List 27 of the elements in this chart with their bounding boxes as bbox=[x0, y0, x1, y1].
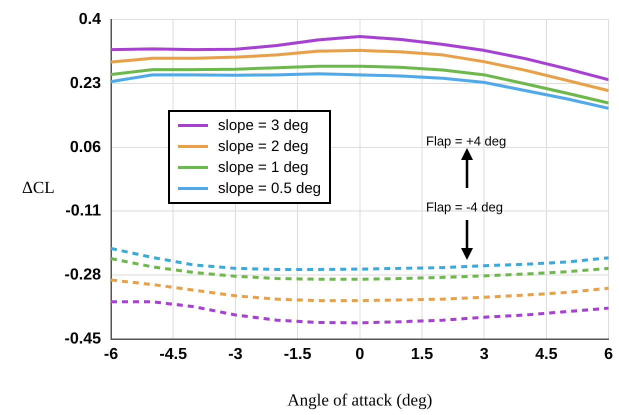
y-tick-label: 0.23 bbox=[70, 74, 102, 92]
x-tick-label: 4.5 bbox=[535, 346, 558, 364]
legend-label: slope = 3 deg bbox=[218, 117, 308, 134]
x-tick-label: -4.5 bbox=[159, 346, 188, 364]
y-tick-label: -0.28 bbox=[64, 266, 102, 284]
y-tick-label: -0.11 bbox=[65, 202, 102, 220]
annotation: Flap = -4 deg bbox=[426, 200, 503, 215]
x-axis-title: Angle of attack (deg) bbox=[287, 390, 432, 410]
legend-label: slope = 0.5 deg bbox=[218, 180, 322, 197]
legend-label: slope = 2 deg bbox=[218, 138, 308, 155]
x-tick-label: 1.5 bbox=[410, 346, 434, 364]
line-series bbox=[111, 300, 609, 324]
line-series bbox=[111, 257, 609, 281]
y-tick-label: -0.45 bbox=[64, 330, 102, 348]
x-tick-label: -3 bbox=[228, 346, 243, 364]
y-tick-label: 0.4 bbox=[78, 11, 102, 28]
x-tick-label: 6 bbox=[604, 346, 614, 364]
legend-label: slope = 1 deg bbox=[218, 159, 308, 176]
annotation: Flap = +4 deg bbox=[426, 134, 506, 149]
y-axis-title: ΔCL bbox=[22, 178, 55, 198]
x-tick-label: -6 bbox=[104, 346, 118, 364]
y-tick-label: 0.06 bbox=[70, 138, 102, 156]
x-tick-label: 3 bbox=[480, 346, 489, 364]
line-series bbox=[111, 278, 609, 302]
x-tick-label: 0 bbox=[355, 346, 364, 364]
x-tick-label: -1.5 bbox=[284, 346, 312, 364]
line-series bbox=[111, 246, 609, 271]
